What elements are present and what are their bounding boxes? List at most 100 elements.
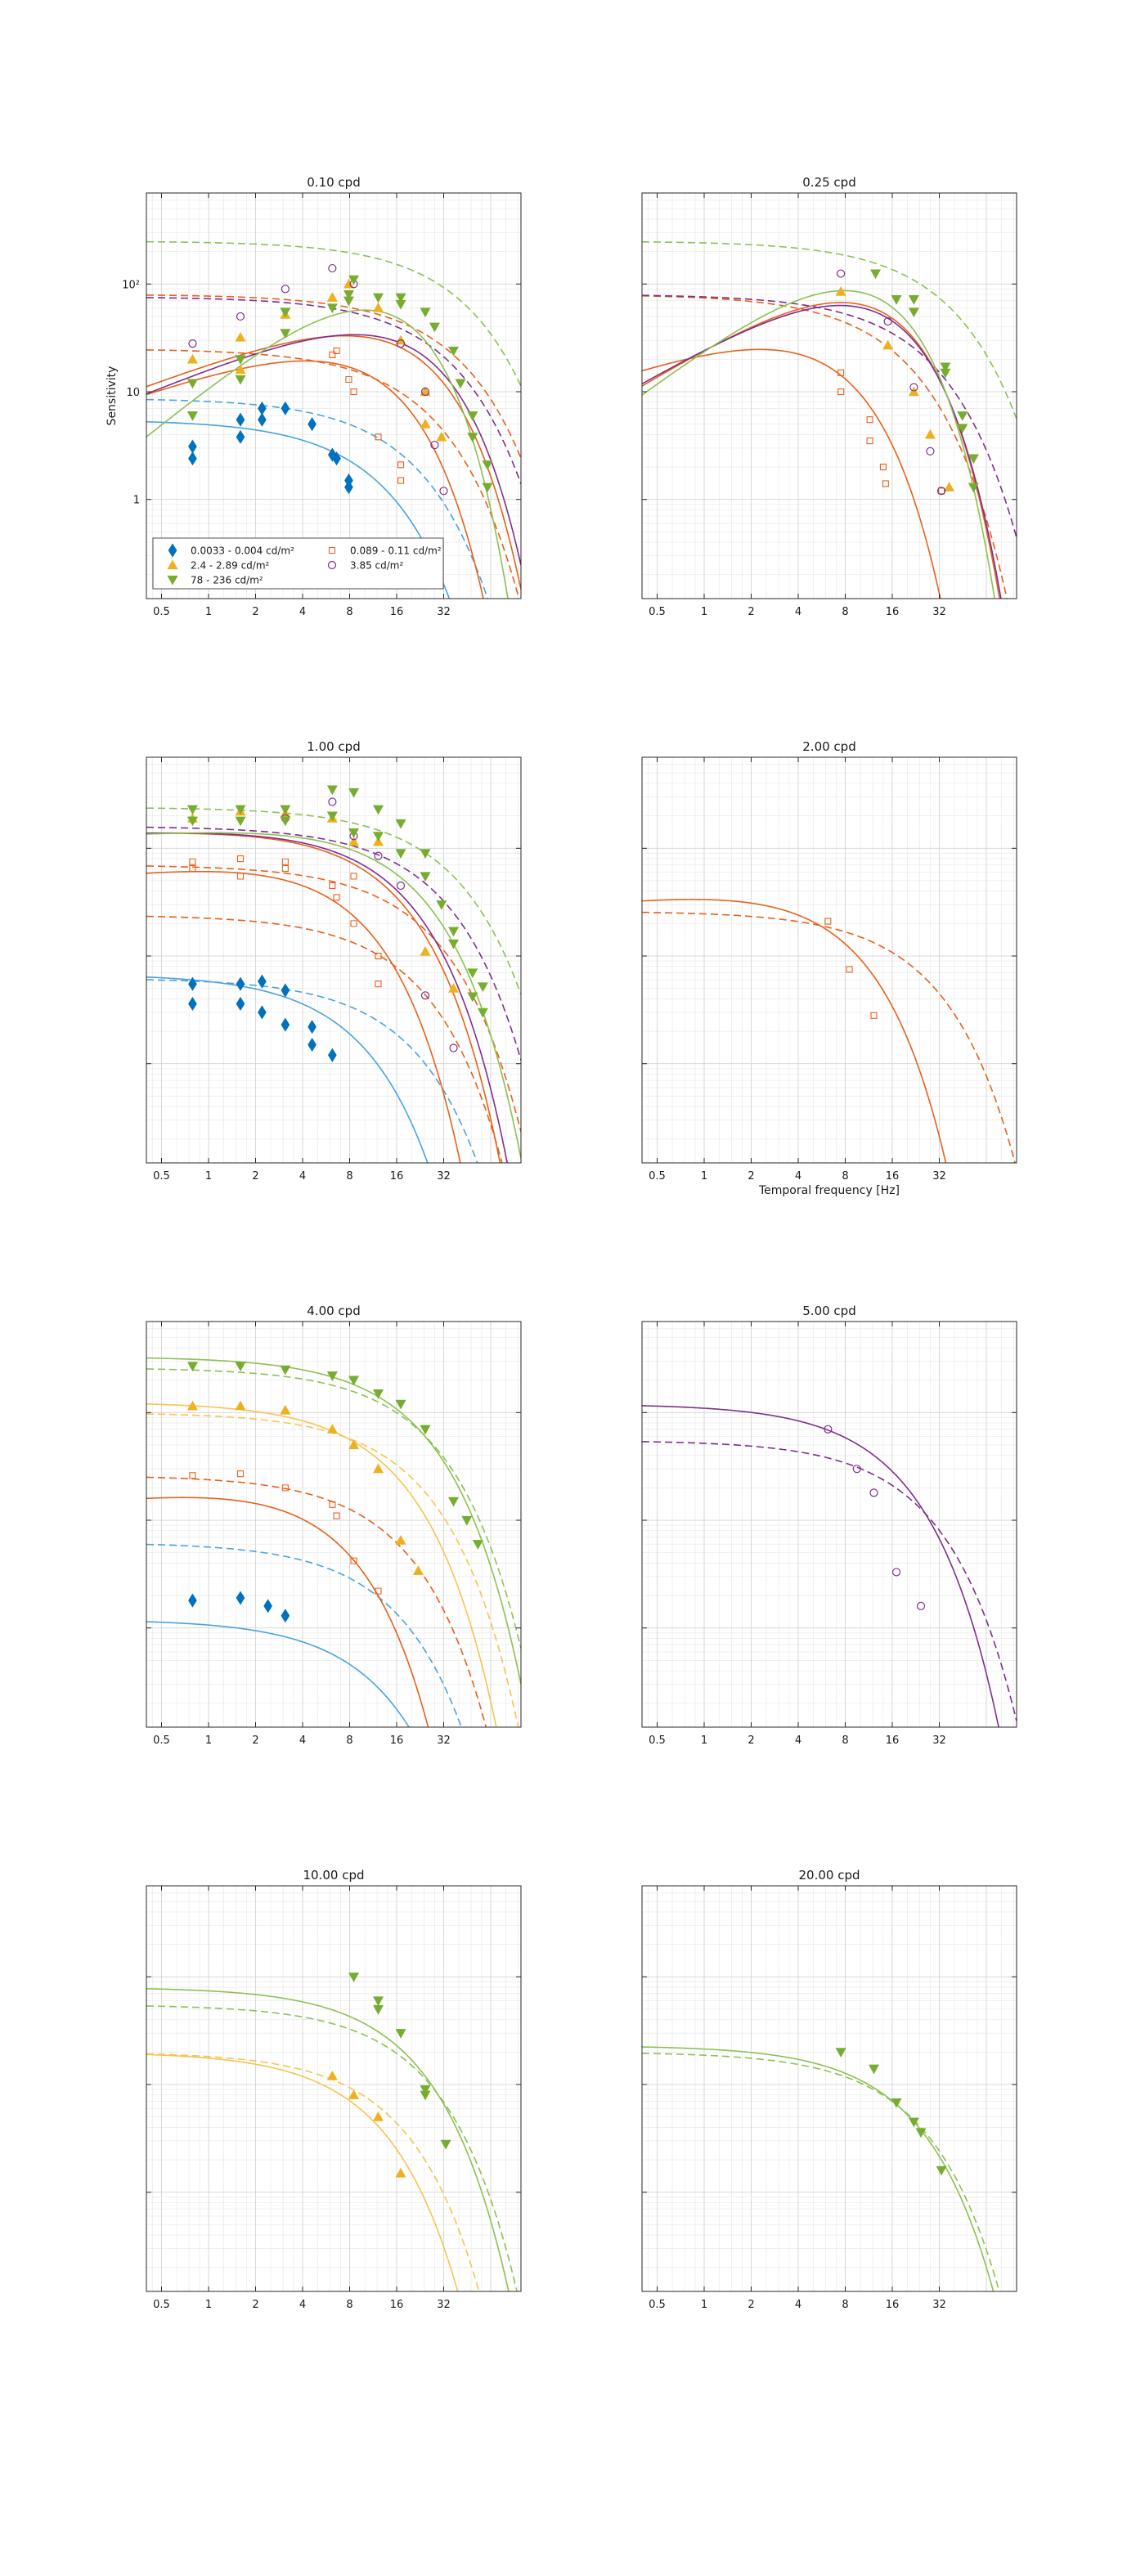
legend-label: 0.089 - 0.11 cd/m² bbox=[350, 545, 442, 557]
x-tick-label: 1 bbox=[205, 1735, 212, 1747]
data-point bbox=[824, 918, 832, 925]
data-point bbox=[448, 983, 460, 993]
x-tick-label: 2 bbox=[748, 1170, 754, 1183]
x-tick-label: 32 bbox=[437, 2299, 451, 2311]
data-point bbox=[467, 992, 478, 1003]
data-point bbox=[870, 1012, 878, 1019]
axes-frame bbox=[641, 1885, 1017, 2292]
data-point bbox=[375, 981, 382, 988]
data-point bbox=[430, 441, 439, 450]
x-tick-label: 4 bbox=[795, 1170, 801, 1183]
grid bbox=[642, 1322, 1017, 1727]
data-point bbox=[348, 1972, 360, 1982]
data-point bbox=[236, 429, 245, 444]
legend-marker bbox=[167, 559, 178, 570]
x-tick-label: 8 bbox=[842, 1735, 848, 1747]
data-point bbox=[236, 312, 245, 321]
x-tick-label: 8 bbox=[346, 1735, 352, 1747]
x-tick-label: 16 bbox=[886, 2299, 900, 2311]
data-point bbox=[461, 1515, 473, 1526]
data-point bbox=[372, 832, 384, 841]
data-point bbox=[846, 966, 853, 973]
data-point bbox=[472, 1540, 483, 1550]
data-point bbox=[940, 362, 951, 373]
data-points bbox=[326, 1972, 451, 2178]
data-point bbox=[883, 316, 892, 326]
data-point bbox=[374, 851, 383, 860]
data-point bbox=[482, 482, 493, 493]
dashed-fit-curve bbox=[146, 915, 503, 1163]
data-point bbox=[824, 1425, 833, 1434]
data-point bbox=[328, 263, 337, 273]
axes-frame bbox=[641, 192, 1017, 599]
x-tick-label: 1 bbox=[205, 1170, 212, 1183]
data-point bbox=[882, 339, 894, 350]
fit-curves bbox=[146, 807, 521, 1163]
fit-curves bbox=[146, 1988, 518, 2291]
panel-title: 5.00 cpd bbox=[802, 1304, 855, 1318]
data-point bbox=[968, 454, 979, 464]
data-point bbox=[327, 1048, 337, 1062]
x-tick-label: 0.5 bbox=[649, 606, 666, 618]
data-point bbox=[186, 1362, 198, 1372]
solid-fit-curve bbox=[146, 832, 521, 1159]
data-point bbox=[449, 1043, 458, 1052]
data-point bbox=[467, 411, 478, 421]
x-tick-label: 8 bbox=[346, 2299, 352, 2311]
solid-fit-curve bbox=[146, 1988, 510, 2291]
x-tick-label: 4 bbox=[299, 1735, 306, 1747]
data-points bbox=[824, 1425, 926, 1610]
x-tick-label: 1 bbox=[701, 2299, 707, 2311]
x-tick-label: 4 bbox=[299, 1170, 306, 1183]
x-tick-label: 1 bbox=[701, 1735, 707, 1747]
data-point bbox=[879, 464, 887, 471]
data-point bbox=[412, 1565, 424, 1575]
data-point bbox=[908, 2117, 919, 2128]
dashed-fit-curve bbox=[146, 1368, 521, 1649]
data-point bbox=[344, 480, 353, 495]
grid bbox=[146, 1886, 521, 2291]
data-point bbox=[372, 2112, 384, 2121]
dashed-fit-curve bbox=[642, 1441, 1017, 1721]
data-point bbox=[477, 1008, 488, 1018]
data-point bbox=[926, 447, 935, 456]
data-point bbox=[235, 1362, 246, 1372]
data-point bbox=[420, 2090, 431, 2101]
data-point bbox=[308, 417, 317, 432]
data-point bbox=[936, 2165, 947, 2176]
x-axis-label: Temporal frequency [Hz] bbox=[758, 1184, 900, 1197]
dashed-fit-curve bbox=[642, 911, 1016, 1163]
data-point bbox=[372, 293, 384, 303]
data-point bbox=[891, 2098, 902, 2108]
x-tick-label: 0.5 bbox=[649, 1170, 666, 1183]
data-points bbox=[835, 2048, 947, 2176]
chart-panel: 0.5 1 2 4 8 16 32 5.00 cpd bbox=[641, 1304, 1017, 1747]
data-point bbox=[258, 401, 267, 415]
legend-marker bbox=[168, 543, 177, 558]
data-point bbox=[868, 2064, 880, 2075]
data-point bbox=[348, 275, 360, 285]
grid bbox=[146, 1322, 521, 1727]
dashed-fit-curve bbox=[146, 240, 521, 387]
x-tick-label: 0.5 bbox=[649, 1735, 666, 1747]
x-tick-label: 2 bbox=[252, 1735, 258, 1747]
panel-title: 0.10 cpd bbox=[307, 175, 360, 190]
data-point bbox=[308, 1037, 317, 1052]
data-point bbox=[467, 968, 478, 979]
data-point bbox=[940, 368, 951, 379]
data-point bbox=[395, 1535, 406, 1545]
data-point bbox=[957, 411, 968, 421]
x-tick-label: 4 bbox=[795, 606, 801, 618]
data-point bbox=[280, 1404, 291, 1415]
data-point bbox=[375, 433, 382, 441]
data-point bbox=[891, 294, 902, 305]
data-point bbox=[280, 329, 291, 339]
fit-curves bbox=[642, 899, 1016, 1163]
data-point bbox=[429, 322, 440, 333]
data-point bbox=[395, 849, 406, 859]
data-point bbox=[396, 881, 406, 891]
y-tick-label: 10² bbox=[122, 279, 140, 291]
dashed-fit-curve bbox=[146, 398, 489, 599]
data-point bbox=[236, 412, 245, 427]
